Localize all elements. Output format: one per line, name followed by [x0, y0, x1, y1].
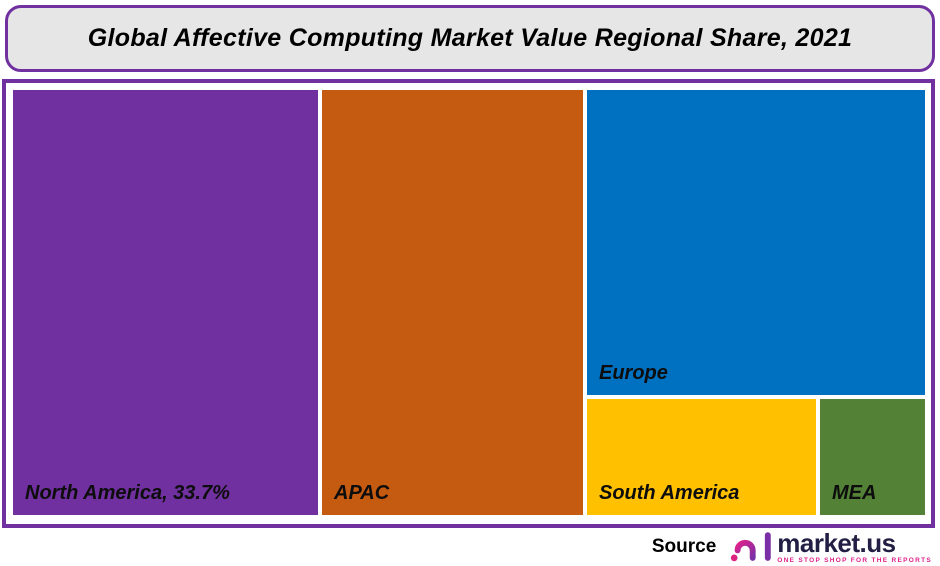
tile-label-north-america: North America, 33.7%: [25, 482, 230, 504]
tile-label-south-america: South America: [599, 482, 740, 504]
tile-label-apac: APAC: [334, 482, 390, 504]
logo-tagline: ONE STOP SHOP FOR THE REPORTS: [777, 556, 932, 564]
treemap-chart: North America, 33.7% APAC Europe South A…: [2, 79, 935, 528]
logo-wordmark: market.us: [777, 527, 896, 558]
marketus-logo: market.us ONE STOP SHOP FOR THE REPORTS: [730, 530, 932, 565]
treemap-tile-north-america: North America, 33.7%: [13, 90, 318, 515]
page-title: Global Affective Computing Market Value …: [87, 24, 853, 52]
logo-text-block: market.us ONE STOP SHOP FOR THE REPORTS: [777, 530, 932, 565]
footer: Source market.us ONE STOP SHOP FOR THE R…: [652, 529, 932, 565]
tile-label-europe: Europe: [599, 362, 668, 384]
chart-title-box: Global Affective Computing Market Value …: [5, 5, 935, 72]
treemap-tile-mea: MEA: [820, 399, 925, 515]
treemap-tile-south-america: South America: [587, 399, 816, 515]
tile-label-mea: MEA: [832, 482, 877, 504]
treemap-tile-europe: Europe: [587, 90, 925, 395]
marketus-logo-icon: [731, 532, 772, 562]
treemap-tile-apac: APAC: [322, 90, 583, 515]
source-label: Source: [651, 536, 717, 557]
